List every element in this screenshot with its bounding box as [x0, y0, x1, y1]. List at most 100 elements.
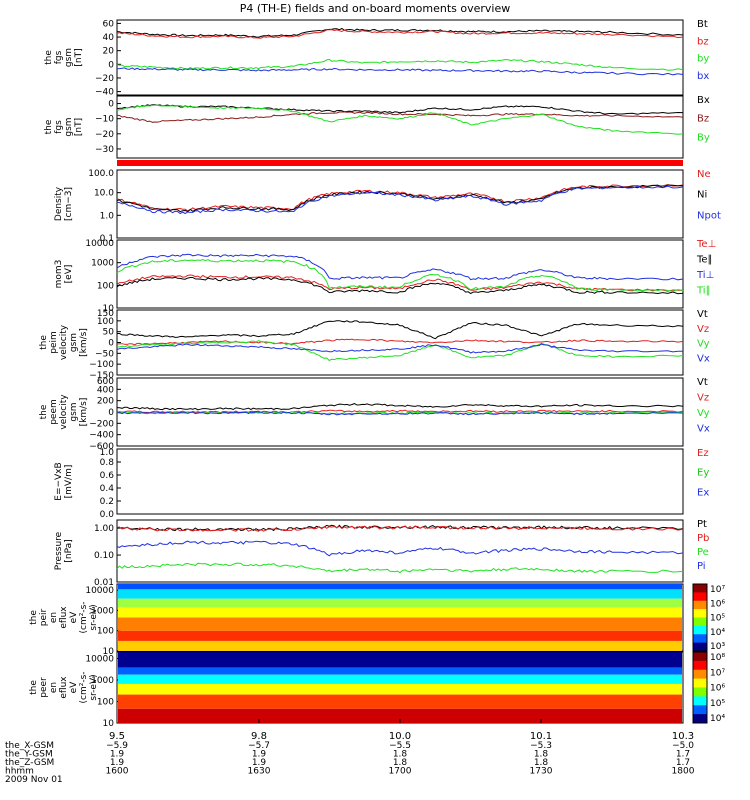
panel-4: mom3 [eV] 10000 1000 100 10 Te⊥ Te∥ Ti⊥ Ti∥: [54, 239, 716, 314]
colorbar-tick-label: 10⁸: [710, 653, 725, 663]
y-axis-label: the: [44, 119, 54, 134]
y-tick-label: 1000: [91, 259, 114, 269]
colorbar-segment: [693, 600, 707, 610]
y-tick-label: 600: [97, 377, 114, 387]
colorbar-tick-label: 10⁴: [710, 628, 725, 638]
colorbar-segment: [693, 625, 707, 635]
y-axis-label: [nT]: [74, 118, 84, 136]
y-tick-label: −30: [95, 145, 114, 155]
colorbar-segment: [693, 617, 707, 627]
y-tick-label: 50: [103, 328, 115, 338]
legend-label: Vy: [697, 408, 710, 419]
colorbar-tick-label: 10⁷: [710, 585, 725, 595]
panel-7: E=−VxB [mV/m] 1.00.8 0.6 0.4 0.2 0.0 Ez Ey Ex: [54, 448, 709, 520]
series-line: [116, 343, 684, 354]
y-axis-label: [km/s]: [79, 398, 89, 427]
colorbar-segment: [693, 678, 707, 688]
y-axis-label: the: [39, 335, 49, 350]
y-axis-label: gsm: [69, 333, 79, 352]
colorbar-segment: [693, 696, 707, 706]
y-axis-label: peir: [39, 608, 49, 626]
series-line: [116, 409, 684, 414]
series-line: [116, 340, 684, 362]
y-tick-label: 1.0: [100, 448, 115, 458]
legend-label: Ex: [697, 487, 709, 498]
y-tick-label: 10000: [85, 586, 114, 596]
y-tick-label: 0.0: [100, 510, 115, 520]
panel-3: Density [cm−3] 100.0 10.0 1.0 0.1 Ne Ni Npot: [54, 169, 721, 244]
panel-frame: [116, 239, 684, 309]
y-axis-label: fgs: [54, 120, 64, 134]
panel-frame: [116, 19, 684, 96]
series-line: [116, 29, 684, 39]
series-line: [116, 104, 684, 115]
legend-label: bx: [697, 71, 709, 82]
y-axis-label: Pressure: [54, 531, 64, 570]
x-row-value: 1730: [530, 767, 553, 777]
spectrogram-band: [118, 584, 682, 590]
y-tick-label: 1000: [91, 606, 114, 616]
series-line: [116, 411, 684, 416]
y-axis-label: gsm: [64, 48, 74, 67]
y-tick-label: 10: [103, 647, 115, 657]
y-tick-label: 400: [97, 385, 114, 395]
colorbar-tick-label: 10⁶: [710, 684, 725, 694]
series-line: [116, 27, 684, 38]
y-tick-label: 10000: [85, 654, 114, 664]
colorbar-frame: [692, 651, 708, 724]
spectrogram-band: [118, 617, 682, 631]
y-tick-label: 0: [108, 60, 114, 70]
y-tick-label: 0.01: [94, 578, 114, 588]
y-tick-label: −200: [89, 419, 114, 429]
legend-label: Te⊥: [696, 239, 716, 250]
y-axis-label: eV: [69, 681, 79, 694]
y-axis-label: the: [29, 680, 39, 695]
series-line: [116, 67, 684, 76]
y-tick-label: 0.10: [94, 551, 114, 561]
y-axis-label: the: [39, 404, 49, 419]
series-line: [116, 104, 684, 135]
y-tick-label: −20: [95, 74, 114, 84]
series-line: [116, 274, 684, 292]
y-axis-label: velocity: [59, 394, 69, 430]
legend-label: Ni: [697, 190, 707, 201]
chart-title: P4 (TH-E) fields and on-board moments ov…: [239, 2, 511, 15]
colorbar-segment: [693, 592, 707, 602]
x-row-value: 1.8: [534, 750, 549, 760]
legend-label: Vt: [697, 377, 708, 388]
y-tick-label: 1.0: [100, 211, 115, 221]
y-axis-label: [eV]: [64, 265, 74, 284]
colorbar-tick-label: 10³: [710, 642, 725, 652]
x-tick-label: 9.8: [251, 731, 267, 742]
legend-label: bz: [697, 36, 709, 47]
y-tick-label: −150: [89, 371, 114, 381]
y-tick-label: 200: [97, 397, 114, 407]
y-tick-label: 60: [103, 19, 115, 29]
x-row-value: 1.7: [676, 758, 690, 768]
series-line: [117, 525, 684, 532]
x-row-label: hhmm: [5, 767, 34, 777]
colorbar-segment: [693, 660, 707, 671]
x-row-label: the_Z-GSM: [5, 758, 54, 768]
colorbar-segment: [693, 669, 707, 680]
y-axis-label: [nPa]: [64, 539, 74, 562]
y-axis-label: en: [49, 612, 59, 623]
panel-10: the peer en eflux eV (cm²-s-sr-eV) 10000 1000 10…: [29, 651, 725, 729]
x-row-value: −5.7: [248, 741, 270, 751]
x-row-value: 1600: [106, 767, 129, 777]
x-row-value: −5.5: [389, 741, 411, 751]
legend-label: Pt: [697, 519, 707, 530]
legend-label: by: [697, 54, 709, 65]
y-axis-label: E=−VxB: [54, 462, 64, 500]
x-row-value: −5.3: [530, 741, 552, 751]
date-label: 2009 Nov 01: [5, 775, 63, 785]
series-line: [116, 403, 684, 411]
x-row-value: 1.8: [393, 758, 408, 768]
panel-frame: [116, 95, 684, 159]
x-row-label: the_X-GSM: [5, 741, 54, 751]
legend-label: Pi: [697, 561, 706, 572]
y-tick-label: −20: [95, 130, 114, 140]
colorbar-segment: [693, 714, 707, 724]
legend-label: Ey: [697, 468, 709, 479]
y-tick-label: 100: [97, 281, 114, 291]
